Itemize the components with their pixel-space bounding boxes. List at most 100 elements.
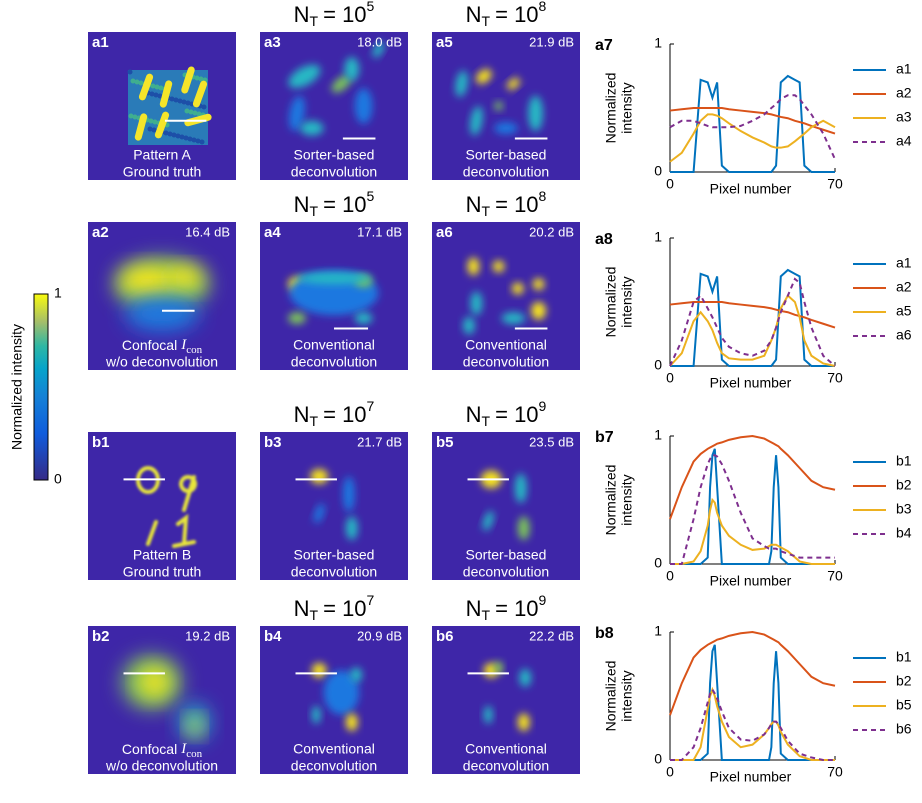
- caption: Ground truth: [123, 164, 202, 180]
- series-line: [670, 454, 835, 565]
- legend-label: a3: [896, 109, 912, 125]
- texture: [175, 133, 181, 139]
- intensity-blob: [342, 476, 355, 512]
- series-line: [670, 448, 835, 565]
- intensity-blob: [517, 713, 530, 732]
- series-line: [669, 113, 836, 163]
- caption: Pattern B: [133, 547, 191, 563]
- intensity-blob: [470, 291, 483, 316]
- intensity-blob: [323, 670, 360, 715]
- image-content: [455, 69, 543, 136]
- caption: deconvolution: [291, 564, 377, 580]
- colorbar: [33, 293, 49, 481]
- intensity-blob: [125, 296, 199, 332]
- y-tick-label: 0: [654, 357, 662, 373]
- intensity-blob: [331, 74, 352, 93]
- header-symbol: N: [294, 402, 310, 427]
- image-content: [114, 257, 210, 332]
- intensity-blob: [455, 70, 468, 97]
- chart-label: b8: [595, 625, 614, 642]
- intensity-blob: [494, 101, 504, 111]
- texture: [177, 98, 183, 104]
- intensity-blob: [297, 272, 371, 285]
- header-exponent: 5: [367, 188, 375, 204]
- series-line: [669, 434, 836, 520]
- texture: [157, 93, 163, 99]
- legend-label: a1: [896, 61, 912, 77]
- panel-label: a3: [264, 34, 281, 51]
- legend-label: b2: [896, 477, 912, 493]
- intensity-blob: [350, 667, 363, 683]
- texture: [128, 113, 134, 119]
- texture: [154, 84, 160, 90]
- intensity-blob: [501, 312, 526, 325]
- panel-label: b6: [436, 628, 454, 645]
- header-equals: = 10: [323, 192, 366, 217]
- panel-label: a2: [92, 224, 109, 241]
- y-axis-label: intensity: [619, 474, 635, 525]
- y-axis-label: intensity: [619, 82, 635, 133]
- intensity-blob: [120, 266, 174, 297]
- image-background: [432, 432, 580, 580]
- series-line: [670, 497, 835, 565]
- texture: [196, 111, 202, 117]
- texture: [127, 69, 133, 75]
- image-content: [122, 655, 210, 740]
- texture: [194, 75, 200, 81]
- caption: Conventional: [465, 741, 547, 757]
- legend-label: b2: [896, 673, 912, 689]
- legend-label: b1: [896, 453, 912, 469]
- caption-text: Confocal: [122, 741, 177, 757]
- texture: [191, 137, 197, 143]
- panel-label: a5: [436, 34, 453, 51]
- header-subscript: T: [310, 13, 319, 29]
- y-tick-label: 1: [654, 623, 662, 639]
- texture: [185, 100, 191, 106]
- intensity-blob: [528, 95, 543, 132]
- caption: deconvolution: [463, 164, 549, 180]
- snr-label: 16.4 dB: [185, 224, 230, 239]
- y-axis-label: Normalized: [603, 661, 619, 732]
- texture: [167, 131, 173, 137]
- caption: Sorter-based: [466, 147, 547, 163]
- intensity-blob: [507, 77, 520, 90]
- y-axis-label: Normalized: [603, 73, 619, 144]
- intensity-blob: [514, 473, 527, 504]
- series-line: [669, 294, 836, 367]
- column-header: NT = 108: [466, 188, 547, 219]
- image-background: [432, 222, 580, 370]
- column-header: NT = 108: [466, 0, 547, 29]
- legend-label: b3: [896, 501, 912, 517]
- intensity-blob: [345, 516, 358, 541]
- column-header: NT = 105: [294, 0, 375, 29]
- header-exponent: 8: [539, 188, 547, 204]
- texture: [148, 118, 154, 124]
- x-axis-label: Pixel number: [710, 181, 792, 197]
- intensity-blob: [483, 705, 493, 724]
- snr-label: 23.5 dB: [529, 434, 574, 449]
- series-line: [669, 277, 836, 367]
- intensity-blob: [313, 503, 325, 524]
- digit: [179, 475, 198, 512]
- intensity-blob: [372, 41, 385, 58]
- intensity-blob: [531, 301, 546, 320]
- texture: [192, 110, 198, 116]
- legend-label: b6: [896, 721, 912, 737]
- image-content: [463, 257, 546, 335]
- texture: [130, 78, 136, 84]
- intensity-blob: [463, 316, 475, 335]
- caption: Conventional: [293, 741, 375, 757]
- intensity-blob: [494, 661, 504, 674]
- header-equals: = 10: [495, 192, 538, 217]
- snr-label: 18.0 dB: [357, 34, 402, 49]
- snr-label: 20.2 dB: [529, 224, 574, 239]
- image-content: [483, 661, 532, 732]
- series-line: [669, 107, 836, 135]
- legend-label: a1: [896, 255, 912, 271]
- intensity-blob: [517, 516, 530, 541]
